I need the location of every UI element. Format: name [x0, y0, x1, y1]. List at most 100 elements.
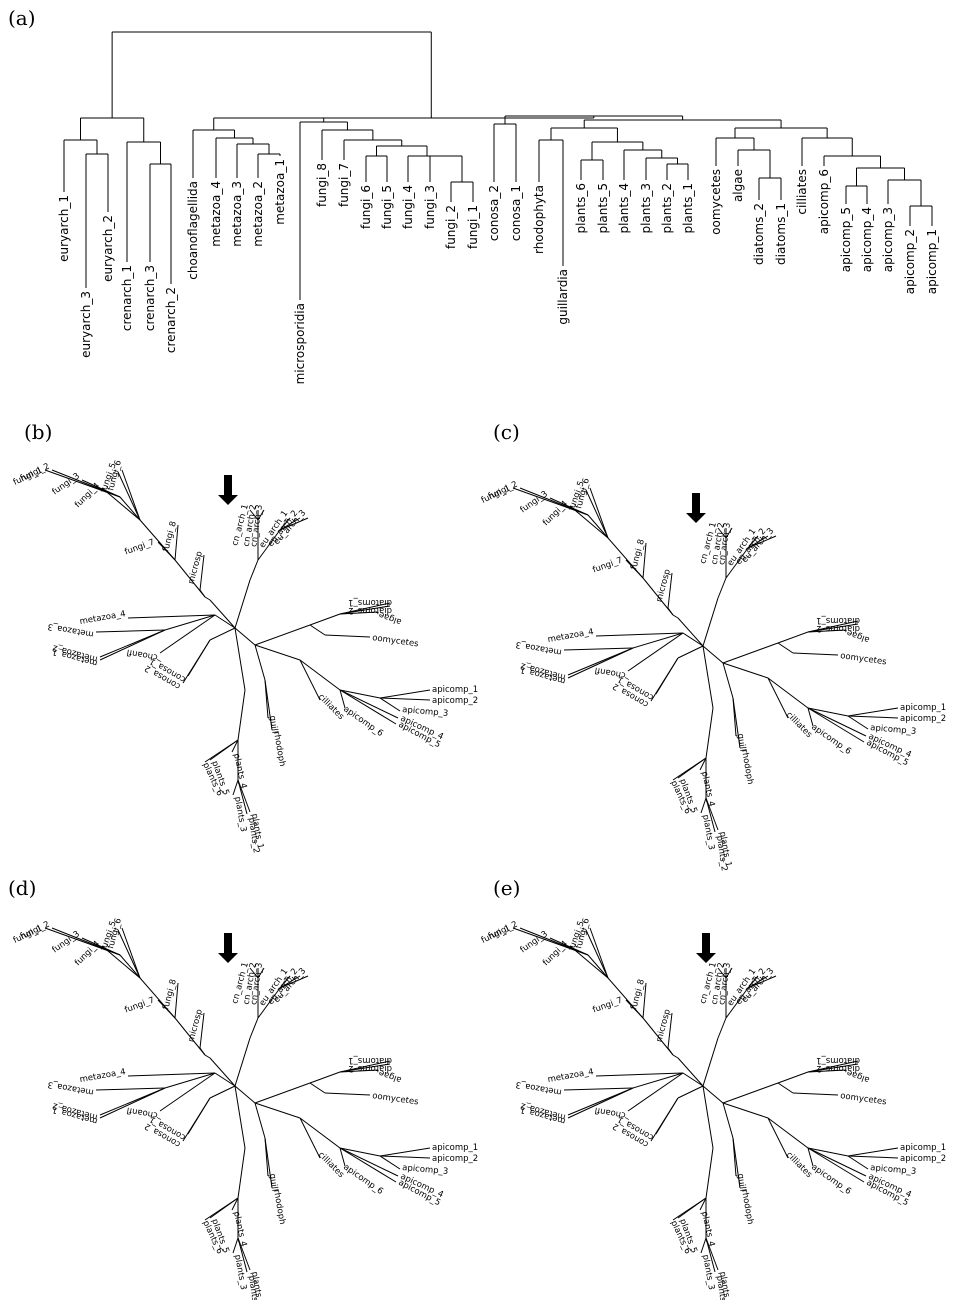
tree-branch: [279, 517, 309, 531]
tree-branch: [101, 487, 141, 521]
leaf-label: apicomp_3: [870, 1163, 917, 1177]
leaf-label: apicomp_3: [402, 1163, 449, 1177]
dendrogram-branches: [63, 31, 933, 300]
tree-branch: [632, 1072, 684, 1089]
leaf-label: fungi_5: [380, 185, 394, 229]
tree-branch: [379, 1147, 431, 1157]
tree-branch: [569, 505, 609, 539]
leaf-label: oomycetes: [709, 169, 723, 235]
tree-branch: [234, 627, 246, 691]
tree-branch: [672, 1197, 707, 1221]
tree-branch: [642, 542, 647, 579]
tree-branch: [234, 1085, 256, 1104]
leaf-label: apicomp_3: [402, 705, 449, 719]
tree-branch: [705, 797, 716, 833]
tree-branch: [209, 1085, 236, 1099]
tree-branch: [264, 1137, 269, 1177]
tree-branch: [279, 975, 301, 989]
tree-branch: [257, 987, 281, 1019]
tree-branch: [379, 1155, 401, 1170]
tree-branch: [237, 779, 251, 813]
tree-branch: [702, 1085, 714, 1149]
tree-branch: [847, 715, 899, 719]
leaf-label: fungi_2: [444, 205, 458, 249]
tree-branch: [732, 1137, 741, 1189]
tree-branch: [563, 647, 634, 651]
tree-branch: [807, 629, 847, 633]
tree-branch: [234, 1037, 251, 1087]
leaf-label: diatoms_2: [348, 605, 392, 615]
tree-branch: [725, 547, 749, 579]
tree-branch: [309, 1071, 341, 1084]
tree-branch: [204, 1197, 239, 1221]
tree-branch: [672, 757, 707, 781]
tree-branch: [204, 596, 211, 601]
tree-branch: [702, 645, 724, 664]
leaf-label: metazoa_1: [273, 159, 287, 225]
dendrogram-panel-a: euryarch_1 euryarch_3 euryarch_2 crenarch_1…: [57, 31, 939, 384]
tree-branch: [279, 975, 291, 989]
tree-branch: [847, 1147, 899, 1157]
tree-branch: [159, 614, 216, 654]
leaf-label: apicomp_2: [900, 1154, 946, 1164]
tree-branch: [717, 577, 727, 599]
leaf-label: plants_1: [681, 183, 695, 234]
tree-branch: [807, 1147, 865, 1183]
leaf-label: fungi_7: [591, 995, 624, 1015]
tree-branch: [339, 611, 379, 615]
tree-branch: [81, 479, 121, 498]
panel-label-b: (b): [24, 420, 53, 444]
tree-branch: [249, 559, 259, 581]
tree-branch: [717, 527, 727, 539]
leaf-label: apicomp_6: [809, 1162, 853, 1197]
tree-branch: [127, 614, 216, 619]
tree-branch: [700, 1237, 707, 1254]
dendrogram-leaf-labels: euryarch_1 euryarch_3 euryarch_2 crenarch_1…: [57, 159, 939, 384]
tree-branch: [234, 1085, 246, 1149]
tree-branch: [777, 642, 794, 654]
tree-branch: [209, 627, 236, 641]
leaf-label: rhodophyta: [532, 185, 546, 254]
tree-branch: [257, 529, 281, 561]
tree-branch: [705, 1237, 719, 1271]
leaf-label: microsporidia: [293, 303, 307, 384]
panel-label-a: (a): [8, 6, 36, 30]
tree-branch: [747, 535, 759, 549]
tree-branch: [182, 1097, 211, 1142]
leaf-label: fungi_3: [423, 185, 437, 229]
leaf-label: guillardia: [556, 269, 570, 325]
tree-branch: [379, 697, 431, 701]
tree-branch: [99, 629, 166, 658]
tree-branch: [807, 1147, 867, 1177]
tree-branch: [595, 1072, 684, 1077]
tree-branch: [642, 577, 674, 616]
tree-branch: [767, 1117, 809, 1149]
tree-branch: [237, 779, 248, 815]
tree-branch: [257, 967, 265, 979]
leaf-label: apicomp_3: [870, 723, 917, 737]
tree-branch: [725, 527, 733, 539]
tree-branch: [254, 624, 311, 646]
tree-branch: [101, 945, 141, 979]
tree-branch: [174, 524, 179, 561]
tree-branch: [254, 644, 266, 681]
tree-branch: [117, 471, 141, 521]
tree-branch: [254, 1082, 311, 1104]
leaf-label: metazoa_4: [209, 181, 223, 247]
leaf-label: metazoa_4: [547, 1067, 595, 1085]
down-arrow-icon: [686, 493, 706, 523]
tree-branch: [747, 535, 769, 549]
tree-branch: [677, 645, 704, 659]
leaf-label: crenarch_2: [164, 287, 178, 353]
tree-branch: [164, 1072, 216, 1089]
tree-branch: [807, 1069, 847, 1073]
leaf-label: diatoms_1: [816, 1055, 860, 1065]
panel-label-e: (e): [493, 876, 521, 900]
panel-label-d: (d): [8, 876, 37, 900]
tree-branch: [164, 614, 216, 631]
tree-branch: [672, 614, 679, 619]
tree-branch: [767, 677, 809, 709]
tree-branch: [587, 514, 609, 539]
